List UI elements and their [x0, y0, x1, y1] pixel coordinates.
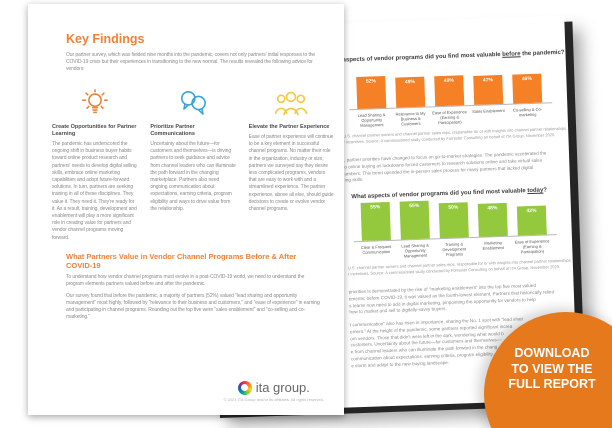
section-paragraph-2: Our survey found that before the pandemi…: [66, 292, 320, 320]
download-badge-label: DOWNLOAD TO VIEW THE FULL REPORT: [498, 346, 606, 393]
key-finding-column: Create Opportunities for Partner Learnin…: [52, 87, 137, 242]
bar-category-label: Training & Development Programs: [442, 241, 467, 258]
key-findings-title: Key Findings: [66, 32, 145, 46]
key-findings-columns: Create Opportunities for Partner Learnin…: [52, 87, 334, 242]
column-body: Ease of partner experience will continue…: [248, 134, 334, 213]
chart-bar: 48%: [477, 202, 508, 237]
column-body: The pandemic has underscored the ongoing…: [52, 141, 137, 241]
chart-bar: 50%: [438, 202, 469, 239]
chart-footnote: U.S. channel partner owners and channel …: [343, 126, 566, 145]
text-line: FULL REPORT: [508, 377, 596, 391]
chart-bar: 52%: [356, 76, 387, 110]
key-finding-column: Prioritize Partner Communications Uncerta…: [150, 87, 236, 242]
report-page-front: Key Findings Our partner survey, which w…: [28, 4, 344, 415]
bar-group: 52% 49% 49% 47% 46%: [348, 60, 559, 110]
bar-category-label: Relevance to My Business & Customers: [395, 110, 426, 127]
bar-category-label: Co-selling & Co-marketing: [512, 106, 543, 118]
bar-category-label: Lead Sharing & Opportunity Management: [401, 242, 429, 259]
bar-group: 55% 55% 50% 48% 42%: [352, 192, 563, 241]
chart-footnote: U.S. channel partner owners and channel …: [348, 258, 571, 277]
text-line: DOWNLOAD: [514, 346, 590, 360]
column-heading: Create Opportunities for Partner Learnin…: [52, 124, 137, 137]
bar-category-label: Marketing Enablement: [482, 240, 504, 251]
chat-bubbles-icon: [150, 87, 235, 119]
chart-bar: 42%: [516, 205, 547, 236]
chart-bar: 55%: [360, 201, 391, 241]
text-line: TO VIEW THE: [511, 361, 593, 376]
lightbulb-icon: [52, 87, 137, 119]
bar-category-label: Lead Sharing & Opportunity Management: [357, 112, 386, 128]
chart-bar: 47%: [473, 74, 504, 105]
key-finding-column: Elevate the Partner Experience Ease of pa…: [249, 87, 334, 242]
copyright-text: © 2021 ITA Group and/or its affiliates. …: [223, 397, 324, 402]
column-body: Uncertainty about the future—for custome…: [150, 141, 236, 212]
bar-category-label: Ease of Experience (Earning & Participat…: [432, 109, 467, 126]
chart-bar: 49%: [434, 75, 465, 107]
bar-category-label: Ease of Experience (Earning & Participat…: [514, 238, 550, 255]
ita-group-logo: ita group. © 2021 ITA Group and/or its a…: [224, 380, 324, 402]
bar-category-label: Clear & Frequent Communication: [360, 243, 392, 255]
section-paragraph-1: To understand how vendor channel program…: [66, 273, 305, 287]
chart-bar: 49%: [395, 76, 426, 108]
logo-wordmark: ita group.: [255, 380, 310, 395]
people-group-icon: [249, 87, 334, 119]
ita-ring-icon: [237, 380, 252, 395]
body-paragraph: , partner priorities have changed to foc…: [344, 150, 547, 184]
column-heading: Prioritize Partner Communications: [150, 124, 195, 137]
bar-category-label: Sales Enablement: [472, 107, 505, 114]
chart-bar: 46%: [512, 73, 543, 104]
download-badge[interactable]: DOWNLOAD TO VIEW THE FULL REPORT: [484, 312, 612, 428]
bar-chart-today: 55% 55% 50% 48% 42% Clear & Frequent Communi…: [348, 192, 571, 276]
key-findings-intro: Our partner survey, which was fielded ni…: [66, 52, 316, 72]
bar-chart-before-pandemic: 52% 49% 49% 47% 46% Lead Sharing & Opportuni…: [343, 60, 566, 144]
category-labels: Lead Sharing & Opportunity Management Rel…: [349, 106, 559, 128]
category-labels: Clear & Frequent Communication Lead Shari…: [354, 238, 564, 260]
section-title: What Partners Value in Vendor Channel Pr…: [66, 251, 297, 270]
chart-bar: 55%: [399, 200, 430, 240]
body-paragraph: priorities is demonstrated by the rise o…: [349, 282, 555, 316]
column-heading: Elevate the Partner Experience: [248, 124, 330, 130]
